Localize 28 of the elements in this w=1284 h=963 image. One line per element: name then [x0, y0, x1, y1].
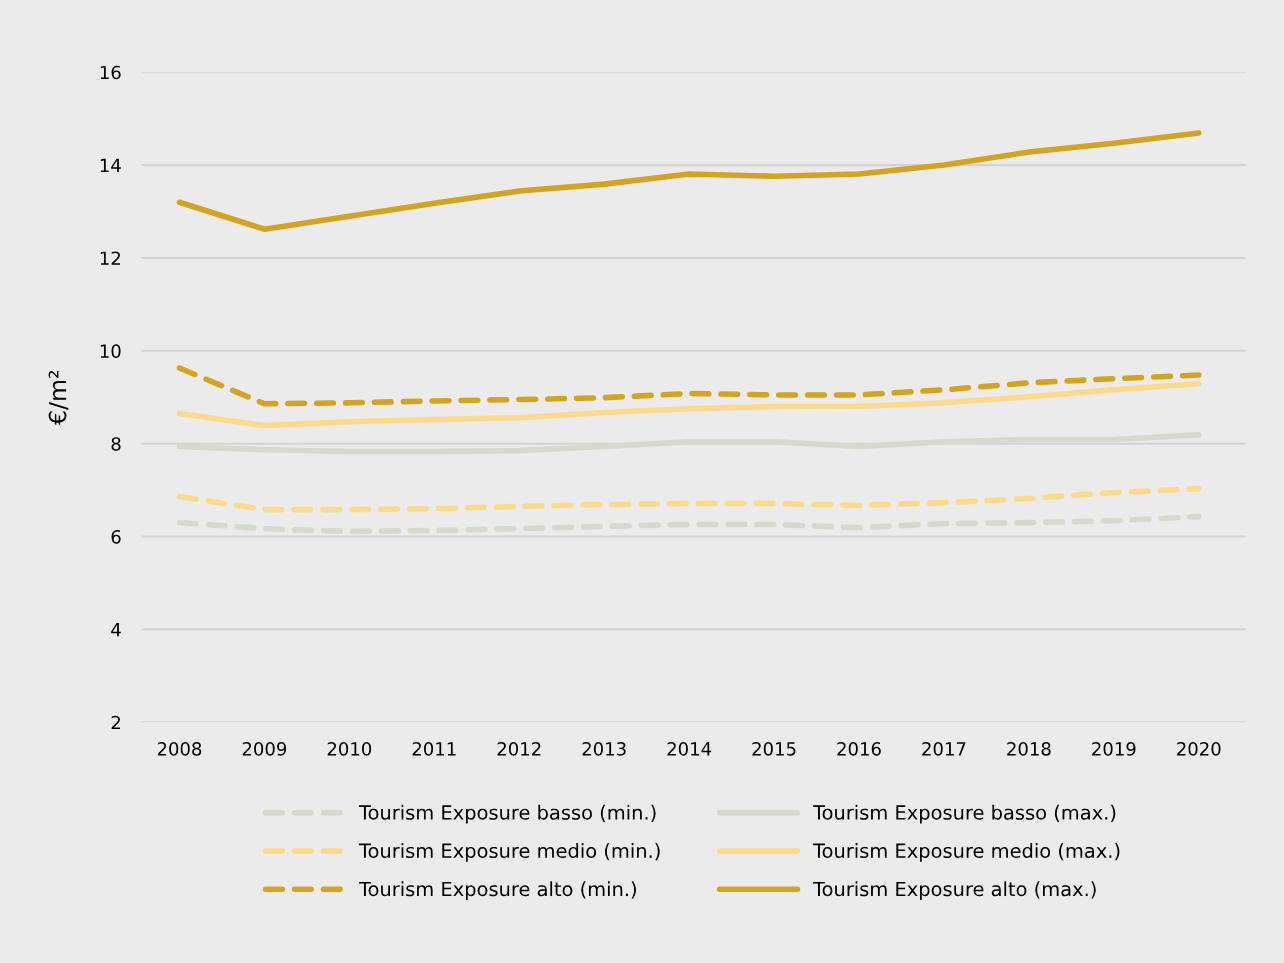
x-tick-label: 2009: [242, 742, 287, 756]
x-tick-label: 2008: [157, 742, 202, 756]
y-tick-label: 16: [100, 65, 121, 80]
y-tick-label: 6: [111, 529, 121, 544]
x-tick-label: 2010: [327, 742, 372, 756]
x-tick-label: 2012: [497, 742, 541, 756]
legend-label: Tourism Exposure basso (max.): [812, 804, 1116, 824]
x-tick-label: 2016: [837, 742, 881, 756]
y-tick-label: 4: [111, 623, 121, 637]
x-tick-label: 2018: [1007, 742, 1051, 756]
legend-label: Tourism Exposure basso (min.): [358, 804, 656, 824]
x-tick-label: 2013: [582, 742, 626, 756]
legend-label: Tourism Exposure alto (min.): [358, 881, 636, 901]
legend-label: Tourism Exposure medio (min.): [358, 843, 660, 862]
y-tick-label: 10: [100, 344, 121, 358]
y-tick-label: 8: [111, 437, 121, 451]
x-tick-label: 2019: [1092, 742, 1136, 756]
y-axis-title: €/m²: [48, 371, 69, 425]
x-tick-label: 2017: [922, 742, 966, 756]
legend-label: Tourism Exposure medio (max.): [812, 843, 1120, 862]
legend-label: Tourism Exposure alto (max.): [812, 881, 1096, 901]
x-tick-label: 2014: [667, 742, 712, 756]
x-tick-label: 2015: [752, 742, 796, 756]
y-tick-label: 2: [111, 715, 120, 730]
y-tick-label: 12: [100, 251, 120, 265]
x-tick-label: 2011: [412, 742, 456, 756]
x-tick-label: 2020: [1177, 742, 1221, 756]
y-tick-label: 14: [100, 158, 121, 172]
